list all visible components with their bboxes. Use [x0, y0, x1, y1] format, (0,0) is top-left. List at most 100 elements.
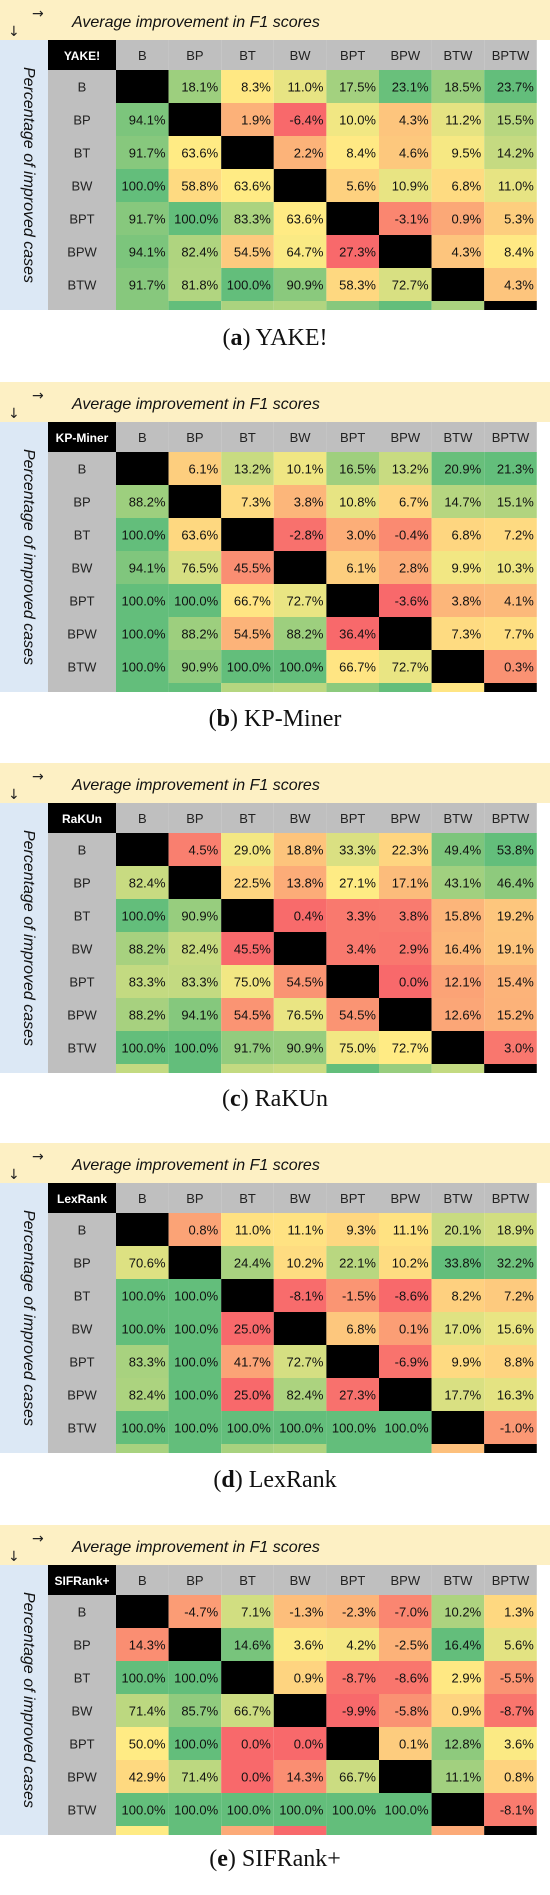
- cell-value: 76.5%: [181, 561, 218, 576]
- cell-value: 33.8%: [444, 1256, 481, 1271]
- cell-value: 4.6%: [399, 146, 429, 161]
- heatmap-cell: [379, 1826, 432, 1835]
- cell-value: 100.0%: [122, 660, 167, 675]
- row-header: BT: [74, 528, 91, 543]
- panel-caption: (c) RaKUn: [222, 1086, 328, 1112]
- column-header: BW: [290, 48, 312, 63]
- heatmap-cell: [484, 1031, 537, 1064]
- heatmap-cell: [431, 1760, 485, 1793]
- cell-value: 11.0%: [287, 80, 323, 95]
- cell-value: 21.3%: [497, 462, 534, 477]
- heatmap-cell: [431, 932, 485, 965]
- heatmap-cell: [484, 1661, 537, 1694]
- heatmap-cell: [168, 1312, 222, 1345]
- method-name: YAKE!: [64, 49, 100, 63]
- column-header: B: [138, 1573, 147, 1588]
- diagonal-cell: [273, 551, 327, 584]
- heatmap-cell: [431, 1444, 485, 1453]
- cell-value: 100.0%: [174, 1041, 219, 1056]
- heatmap-cell: [273, 584, 327, 617]
- row-header: BTW: [68, 278, 98, 293]
- row-header-cell: [48, 833, 116, 866]
- heatmap-cell: [431, 1378, 485, 1411]
- cell-value: 3.3%: [346, 909, 376, 924]
- row-header-cell: [48, 1694, 116, 1727]
- heatmap-cell: [116, 1378, 169, 1411]
- heatmap-cell: [168, 1213, 222, 1246]
- column-header-cell: [484, 422, 537, 452]
- cell-value: 18.5%: [444, 80, 481, 95]
- heatmap-cell: [484, 833, 537, 866]
- cell-value: 82.4%: [181, 942, 218, 957]
- heatmap-cell: [431, 103, 485, 136]
- column-header: BP: [186, 1191, 203, 1206]
- row-header-cell: [48, 1031, 116, 1064]
- heatmap-cell: [168, 1694, 222, 1727]
- cell-value: -8.1%: [289, 1289, 323, 1304]
- heatmap-cell: [168, 1661, 222, 1694]
- heatmap-cell: [116, 1444, 169, 1453]
- cell-value: 88.2%: [129, 1008, 166, 1023]
- heatmap-cell: [484, 70, 537, 103]
- heatmap-cell: [431, 1727, 485, 1760]
- heatmap-cell: [221, 932, 274, 965]
- cell-value: 4.2%: [346, 1638, 376, 1653]
- row-header-cell: [48, 202, 116, 235]
- row-header: BTW: [68, 1803, 98, 1818]
- column-header-cell: [484, 1183, 537, 1213]
- heatmap-cell: [431, 617, 485, 650]
- heatmap-cell: [379, 1411, 432, 1444]
- cell-value: -8.6%: [395, 1671, 429, 1686]
- heatmap-cell: [273, 683, 327, 692]
- heatmap-cell: [484, 202, 537, 235]
- cell-value: 15.4%: [497, 975, 534, 990]
- column-header: BT: [239, 811, 256, 826]
- heatmap-cell: [116, 268, 169, 301]
- column-header: BW: [290, 811, 312, 826]
- heatmap-cell: [116, 1312, 169, 1345]
- heatmap-cell: [484, 1694, 537, 1727]
- cell-value: 50.0%: [129, 1737, 166, 1752]
- heatmap-cell: [379, 866, 432, 899]
- column-header: BPTW: [492, 430, 530, 445]
- cell-value: 91.7%: [129, 146, 166, 161]
- column-header-cell: [379, 1183, 432, 1213]
- heatmap-cell: [273, 617, 327, 650]
- diagonal-cell: [168, 866, 222, 899]
- cell-value: 82.4%: [181, 245, 218, 260]
- cell-value: 10.2%: [392, 1256, 429, 1271]
- cell-value: 72.7%: [287, 1355, 324, 1370]
- cell-value: 3.8%: [294, 495, 324, 510]
- column-header-cell: [221, 422, 274, 452]
- heatmap-cell: [116, 301, 169, 310]
- column-header: BPTW: [492, 1191, 530, 1206]
- heatmap-cell: [116, 1628, 169, 1661]
- heatmap-cell: [484, 1793, 537, 1826]
- cell-value: 0.9%: [452, 1704, 482, 1719]
- row-header: BPW: [67, 245, 97, 260]
- heatmap-svg: → ↓ Average improvement in F1 scores Percen…: [0, 382, 550, 692]
- cell-value: 2.8%: [399, 561, 429, 576]
- heatmap-cell: [273, 518, 327, 551]
- heatmap-cell: [273, 1279, 327, 1312]
- cell-value: 3.8%: [399, 909, 429, 924]
- heatmap-cell: [379, 683, 432, 692]
- row-header-cell: [48, 1312, 116, 1345]
- cell-value: 23.7%: [497, 80, 534, 95]
- heatmap-cell: [379, 650, 432, 683]
- row-header: BPW: [67, 1388, 97, 1403]
- heatmap-cell: [116, 1411, 169, 1444]
- row-header: BPT: [69, 212, 94, 227]
- heatmap-cell: [221, 1312, 274, 1345]
- cell-value: 0.8%: [504, 1770, 534, 1785]
- heatmap-cell: [168, 617, 222, 650]
- cell-value: 83.3%: [129, 975, 166, 990]
- heatmap-cell: [431, 833, 485, 866]
- cell-value: 14.3%: [129, 1638, 166, 1653]
- cell-value: 33.3%: [339, 843, 376, 858]
- column-header: BPW: [390, 811, 420, 826]
- cell-value: 66.7%: [339, 1770, 376, 1785]
- cell-value: 100.0%: [332, 1421, 377, 1436]
- cell-value: 100.0%: [174, 1671, 219, 1686]
- cell-value: -3.1%: [395, 212, 429, 227]
